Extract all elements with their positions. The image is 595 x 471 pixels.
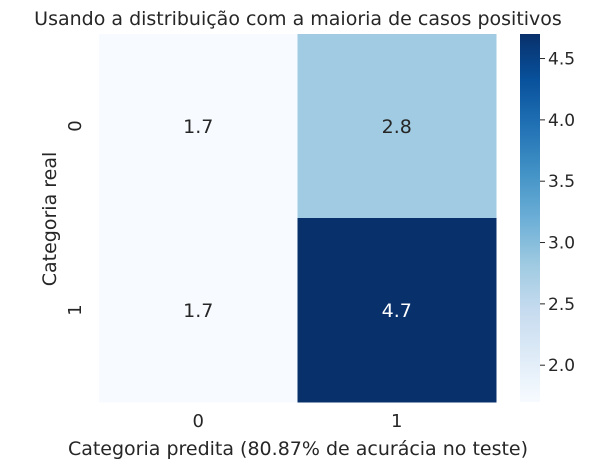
colorbar (520, 34, 540, 402)
y-tick-label-1: 1 (65, 304, 86, 315)
cell-annotation-1-1: 4.7 (382, 300, 412, 322)
heatmap-cell-0-0 (99, 34, 298, 219)
colorbar-tick-label-1: 2.5 (548, 295, 575, 315)
colorbar-tick-label-2: 3.0 (548, 234, 575, 254)
cell-annotation-1-0: 1.7 (183, 300, 213, 322)
y-axis-label: Categoria real (39, 152, 61, 287)
chart-title: Usando a distribuição com a maioria de c… (34, 8, 562, 30)
cell-annotation-0-1: 2.8 (382, 116, 412, 138)
heatmap-cell-1-0 (99, 218, 298, 403)
colorbar-tick-label-3: 3.5 (548, 172, 575, 192)
heatmap-cell-1-1 (297, 218, 497, 403)
cell-annotation-0-0: 1.7 (183, 116, 213, 138)
colorbar-ticks: 2.0 2.5 3.0 3.5 4.0 4.5 (540, 50, 575, 376)
y-tick-labels: 01 (65, 120, 86, 315)
colorbar-tick-label-4: 4.0 (548, 111, 575, 131)
colorbar-tick-label-5: 4.5 (548, 50, 575, 70)
heatmap-cell-0-1 (297, 34, 497, 219)
y-tick-label-0: 0 (65, 120, 86, 131)
x-axis-label: Categoria predita (80.87% de acurácia no… (68, 438, 528, 460)
x-tick-label-1: 1 (391, 411, 402, 432)
heatmap-cells: 1.7 2.8 1.7 4.7 (99, 34, 497, 403)
x-tick-label-0: 0 (193, 411, 204, 432)
colorbar-tick-label-0: 2.0 (548, 356, 575, 376)
